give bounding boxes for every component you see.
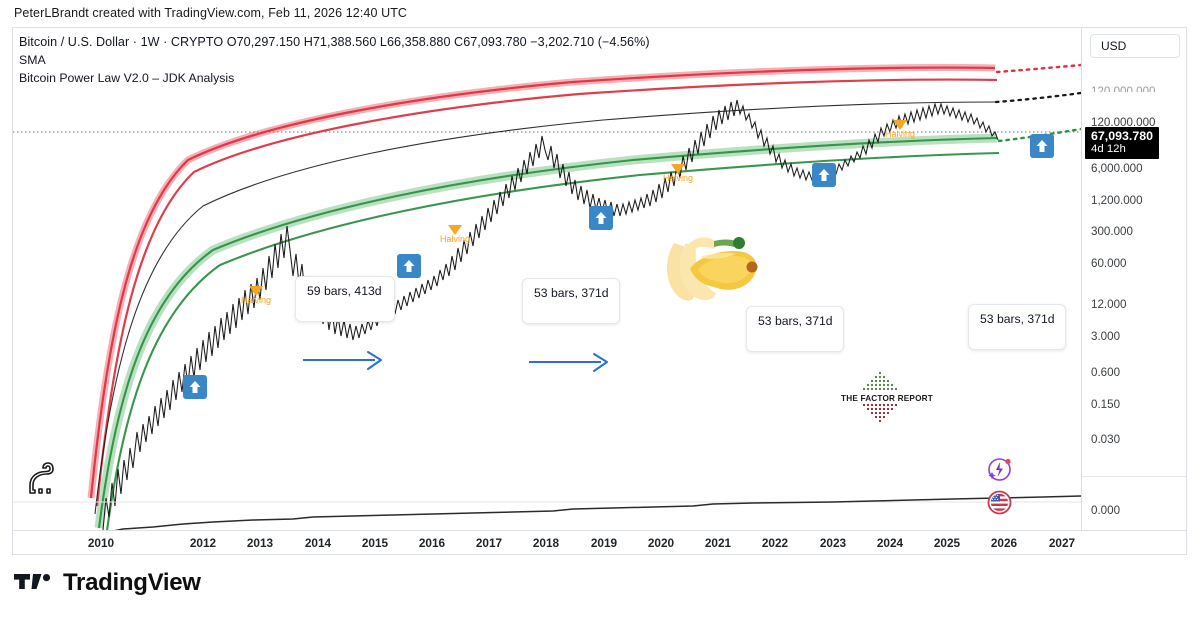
- sma-projection: [994, 91, 1081, 104]
- current-price-tag: 67,093.780 4d 12h: [1085, 127, 1160, 159]
- time-tick-2016: 2016: [418, 536, 446, 550]
- up-arrow-icon: [1036, 140, 1048, 152]
- time-tick-2023: 2023: [819, 536, 847, 550]
- price-scale-subpane-divider: [1082, 476, 1186, 477]
- time-tick-2021: 2021: [704, 536, 732, 550]
- time-tick-2015: 2015: [361, 536, 389, 550]
- time-scale[interactable]: 2010 2012 2013 2014 2015 2016 2017 2018 …: [13, 530, 1186, 554]
- halving-triangle-icon: [893, 120, 907, 130]
- factor-report-watermark: THE FACTOR REPORT: [841, 370, 933, 433]
- interval-arrow-group: [303, 310, 1054, 372]
- time-tick-2018: 2018: [532, 536, 560, 550]
- time-tick-2012: 2012: [189, 536, 217, 550]
- time-tick-2027: 2027: [1048, 536, 1076, 550]
- halving-triangle-icon: [249, 286, 263, 296]
- cycle-low-arrow-marker-5[interactable]: [1030, 134, 1054, 158]
- time-tick-2025: 2025: [933, 536, 961, 550]
- price-tick-120000: 120.000.000: [1091, 116, 1156, 129]
- time-tick-2024: 2024: [876, 536, 904, 550]
- dinosaur-doodle[interactable]: [27, 458, 73, 503]
- interval-callout-label: 53 bars, 371d: [758, 314, 833, 328]
- subpane-dark-line: [114, 495, 1081, 530]
- cycle-low-arrow-marker-4[interactable]: [812, 163, 836, 187]
- interval-callout-label: 53 bars, 371d: [980, 312, 1055, 326]
- time-tick-2020: 2020: [647, 536, 675, 550]
- ai-sparkle-badge[interactable]: [986, 456, 1013, 488]
- price-tick-003: 0.030: [1091, 433, 1121, 446]
- bar-countdown: 4d 12h: [1091, 143, 1126, 155]
- lower-band-fill: [94, 133, 998, 529]
- price-tick-1200: 1,200.000: [1091, 194, 1143, 207]
- price-tick-clipped: 120.000.000: [1091, 85, 1156, 92]
- lower-band-line-top: [97, 136, 998, 529]
- price-tick-6000: 6,000.000: [1091, 162, 1143, 175]
- attribution-text: PeterLBrandt created with TradingView.co…: [14, 6, 408, 20]
- halving-triangle-icon: [448, 225, 462, 235]
- chart-svg: [13, 63, 1081, 530]
- price-series-line: [102, 99, 999, 530]
- interval-callout-4[interactable]: 53 bars, 371d: [968, 304, 1066, 350]
- price-tick-12: 12.000: [1091, 298, 1127, 311]
- factor-report-label: THE FACTOR REPORT: [841, 394, 933, 403]
- interval-callout-2[interactable]: 53 bars, 371d: [522, 278, 620, 324]
- banana-sticker[interactable]: [656, 225, 766, 320]
- cycle-low-arrow-marker-2[interactable]: [397, 254, 421, 278]
- tradingview-mark-icon: [14, 574, 51, 589]
- price-tick-015: 0.150: [1091, 398, 1121, 411]
- tradingview-logo[interactable]: TradingView: [14, 569, 201, 597]
- interval-callout-1[interactable]: 59 bars, 413d: [295, 276, 395, 322]
- price-tick-60: 60.000: [1091, 257, 1127, 270]
- cycle-low-arrow-marker-1[interactable]: [183, 375, 207, 399]
- time-tick-2022: 2022: [761, 536, 789, 550]
- factor-report-logo-icon: [862, 371, 898, 423]
- interval-callout-label: 53 bars, 371d: [534, 286, 609, 300]
- us-flag-icon: [987, 490, 1012, 515]
- price-tick-3: 3.000: [1091, 330, 1121, 343]
- up-arrow-icon: [818, 169, 830, 181]
- chart-frame: Halving Halving Halving Halving: [12, 27, 1187, 555]
- interval-callout-3[interactable]: 53 bars, 371d: [746, 306, 844, 352]
- dinosaur-icon: [29, 462, 54, 494]
- upper-band-projection: [995, 63, 1081, 74]
- interval-callout-label: 59 bars, 413d: [307, 284, 382, 298]
- time-tick-2026: 2026: [990, 536, 1018, 550]
- up-arrow-icon: [403, 260, 415, 272]
- currency-label: USD: [1101, 39, 1127, 53]
- up-arrow-icon: [189, 381, 201, 393]
- price-tick-0: 0.000: [1091, 504, 1121, 517]
- price-scale[interactable]: USD 120.000.000 120.000.000 67,093.780 4…: [1081, 28, 1186, 554]
- halving-triangle-icon: [671, 164, 685, 174]
- time-tick-2017: 2017: [475, 536, 503, 550]
- price-tick-300: 300.000: [1091, 225, 1133, 238]
- current-price-value: 67,093.780: [1091, 129, 1154, 143]
- upper-band-line-bottom: [95, 78, 998, 507]
- lower-band-line-bottom: [106, 151, 1000, 530]
- upper-band-line-top: [89, 66, 996, 499]
- time-tick-2019: 2019: [590, 536, 618, 550]
- time-tick-2010: 2010: [87, 536, 115, 550]
- up-arrow-icon: [595, 212, 607, 224]
- ai-sparkle-icon: [988, 458, 1011, 481]
- time-tick-2013: 2013: [246, 536, 274, 550]
- cycle-low-arrow-marker-3[interactable]: [589, 206, 613, 230]
- footer-bar: TradingView: [0, 559, 1199, 621]
- sma-centre-line: [94, 101, 997, 515]
- currency-box[interactable]: USD: [1090, 34, 1180, 58]
- banana-icon: [667, 237, 758, 301]
- us-flag-badge[interactable]: [986, 489, 1013, 521]
- time-tick-2014: 2014: [304, 536, 332, 550]
- chart-plot-area[interactable]: Halving Halving Halving Halving: [13, 28, 1081, 530]
- price-tick-06: 0.600: [1091, 366, 1121, 379]
- tradingview-wordmark: TradingView: [63, 569, 201, 596]
